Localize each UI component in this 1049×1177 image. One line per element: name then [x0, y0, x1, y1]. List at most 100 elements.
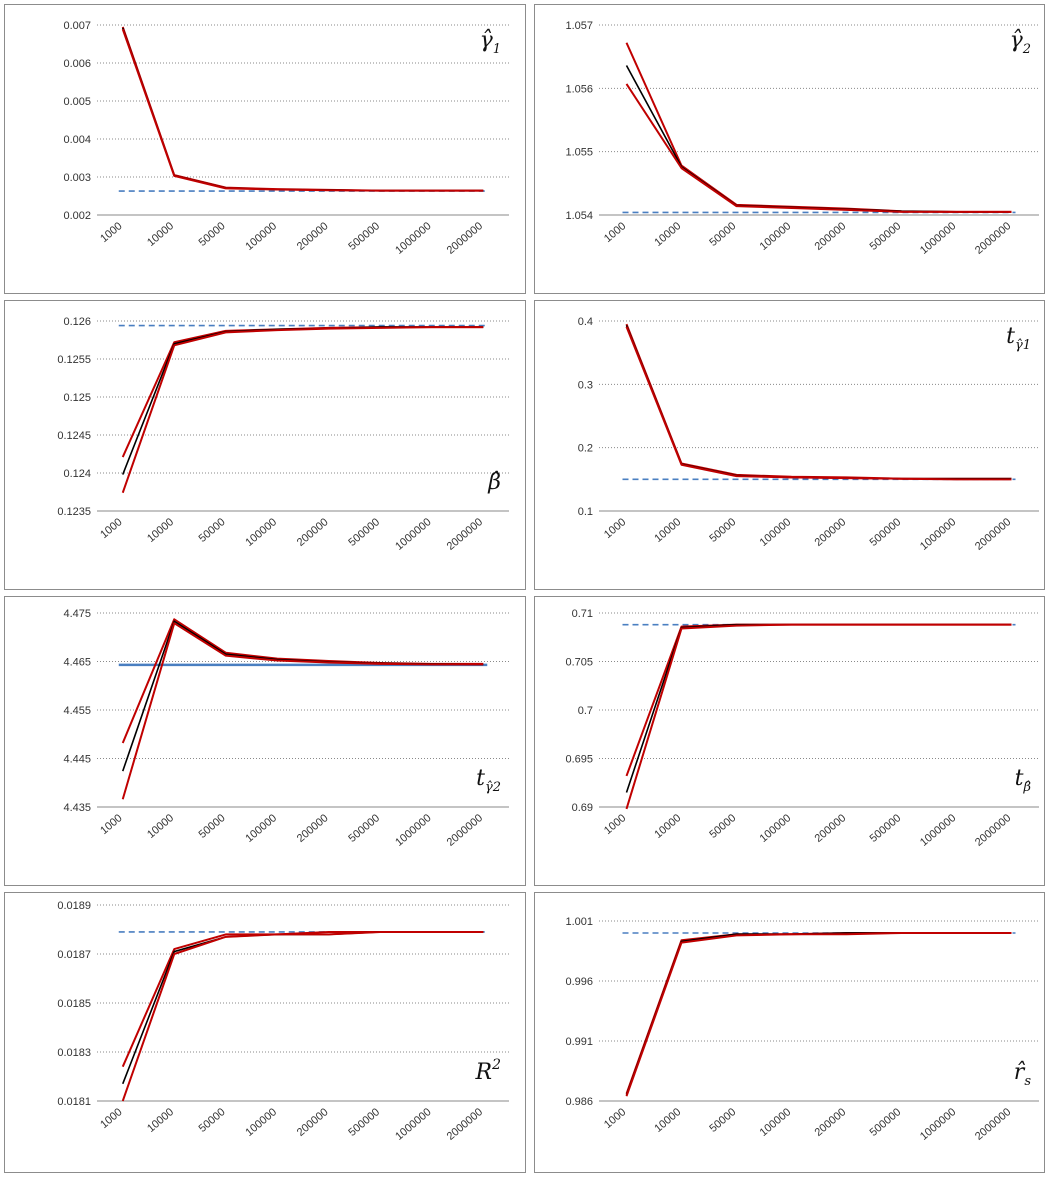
x-tick-label: 50000	[707, 812, 738, 841]
y-tick-label: 0.991	[565, 1036, 593, 1048]
y-tick-label: 0.2	[578, 443, 593, 455]
statistic-label: γ̂2	[1010, 28, 1031, 57]
chart-panel-6: 0.69 0.695 0.7 0.705 0.71 1000 10000 50000 10000…	[534, 596, 1045, 886]
x-tick-label: 500000	[868, 812, 904, 845]
series-line-2	[625, 623, 1012, 793]
series-line-2	[121, 27, 484, 192]
series-line-2	[625, 325, 1012, 480]
x-tick-label: 10000	[652, 1106, 683, 1135]
x-tick-label: 500000	[868, 516, 904, 549]
x-tick-label: 500000	[346, 812, 382, 845]
x-tick-label: 500000	[346, 1106, 382, 1139]
series-line-1	[625, 323, 1012, 480]
chart-panel-3: 0.1235 0.124 0.1245 0.125 0.1255 0.126 1000 100…	[4, 300, 526, 590]
x-tick-label: 200000	[295, 220, 331, 253]
series-line-3	[625, 326, 1012, 481]
series-line-3	[121, 28, 484, 192]
chart-svg-7: 0.0181 0.0183 0.0185 0.0187 0.0189 1000 10000 5…	[57, 900, 509, 1143]
y-tick-label: 0.003	[63, 172, 91, 184]
y-tick-label: 0.0187	[57, 949, 91, 961]
series-line-3	[121, 326, 484, 494]
series-line-2	[122, 326, 484, 475]
x-tick-label: 100000	[758, 516, 794, 549]
y-tick-label: 0.126	[63, 316, 91, 328]
x-tick-label: 1000	[602, 516, 628, 541]
x-tick-label: 100000	[243, 812, 279, 845]
series-line-3	[625, 932, 1012, 1097]
x-tick-label: 1000000	[918, 812, 959, 849]
x-tick-label: 200000	[813, 812, 849, 845]
x-tick-label: 10000	[145, 1106, 176, 1135]
x-tick-label: 100000	[758, 220, 794, 253]
x-tick-label: 1000	[98, 1106, 124, 1131]
series-line-3	[121, 930, 484, 1102]
statistic-label: γ̂1	[480, 28, 501, 57]
chart-panel-8: 0.986 0.991 0.996 1.001 1000 10000 50000 100000…	[534, 892, 1045, 1173]
x-tick-label: 500000	[868, 220, 904, 253]
y-tick-label: 0.005	[63, 96, 91, 108]
series-line-1	[121, 618, 484, 744]
y-tick-label: 0.006	[63, 58, 91, 70]
y-tick-label: 0.69	[572, 802, 593, 814]
y-tick-label: 4.455	[63, 705, 91, 717]
chart-svg-3: 0.1235 0.124 0.1245 0.125 0.1255 0.126 1000 100…	[57, 316, 509, 553]
chart-svg-4: 0.1 0.2 0.3 0.4 1000 10000 50000 100000 200000 50…	[578, 316, 1039, 553]
x-tick-label: 2000000	[973, 516, 1014, 553]
y-tick-label: 0.996	[565, 976, 593, 988]
x-tick-label: 1000	[602, 220, 628, 245]
y-tick-label: 0.124	[63, 468, 91, 480]
y-tick-label: 0.4	[578, 316, 593, 328]
x-tick-label: 100000	[758, 812, 794, 845]
x-tick-label: 10000	[652, 516, 683, 545]
series-line-2	[625, 65, 1012, 213]
statistic-label: r̂s	[1014, 1060, 1032, 1089]
y-tick-label: 4.435	[63, 802, 91, 814]
x-tick-label: 50000	[707, 220, 738, 249]
chart-panel-2: 1.054 1.055 1.056 1.057 1000 10000 50000 100000…	[534, 4, 1045, 294]
y-tick-label: 0.986	[565, 1096, 593, 1108]
x-tick-label: 10000	[145, 220, 176, 249]
y-tick-label: 0.1	[578, 506, 593, 518]
x-tick-label: 2000000	[445, 812, 486, 849]
series-line-2	[122, 931, 484, 1085]
y-tick-label: 0.002	[63, 210, 91, 222]
series-line-2	[121, 620, 484, 772]
x-tick-label: 200000	[813, 1106, 849, 1139]
y-tick-label: 0.0183	[57, 1047, 91, 1059]
x-tick-label: 50000	[707, 516, 738, 545]
x-tick-label: 1000000	[918, 516, 959, 553]
y-tick-label: 0.0181	[57, 1096, 91, 1108]
statistic-label: β̂	[487, 470, 501, 495]
y-tick-label: 0.705	[565, 657, 593, 669]
series-line-1	[121, 26, 484, 192]
y-tick-label: 0.0185	[57, 998, 91, 1010]
x-tick-label: 50000	[197, 220, 228, 249]
statistic-label: tγ̂2	[476, 766, 501, 795]
x-tick-label: 1000000	[393, 812, 434, 849]
y-tick-label: 1.056	[565, 83, 593, 95]
y-tick-label: 4.465	[63, 657, 91, 669]
chart-svg-8: 0.986 0.991 0.996 1.001 1000 10000 50000 100000…	[565, 916, 1039, 1143]
x-tick-label: 1000	[602, 1106, 628, 1131]
series-line-3	[121, 622, 484, 800]
x-tick-label: 1000000	[393, 220, 434, 257]
x-tick-label: 1000	[602, 812, 628, 837]
y-tick-label: 0.7	[578, 705, 593, 717]
x-tick-label: 10000	[652, 220, 683, 249]
y-tick-label: 0.71	[572, 608, 593, 620]
x-tick-label: 200000	[813, 220, 849, 253]
statistic-label: R2	[475, 1057, 502, 1085]
x-tick-label: 10000	[145, 812, 176, 841]
x-tick-label: 50000	[707, 1106, 738, 1135]
x-tick-label: 2000000	[445, 220, 486, 257]
statistic-label: tβ̂	[1015, 766, 1031, 795]
x-tick-label: 500000	[868, 1106, 904, 1139]
series-line-1	[121, 326, 484, 458]
y-tick-label: 4.475	[63, 608, 91, 620]
x-tick-label: 1000	[98, 516, 124, 541]
x-tick-label: 2000000	[445, 1106, 486, 1143]
chart-panel-7: 0.0181 0.0183 0.0185 0.0187 0.0189 1000 10000 5…	[4, 892, 526, 1173]
x-tick-label: 2000000	[445, 516, 486, 553]
chart-panel-5: 4.435 4.445 4.455 4.465 4.475 1000 10000 50000 1…	[4, 596, 526, 886]
chart-svg-1: 0.002 0.003 0.004 0.005 0.006 0.007 1000 10000 5…	[63, 20, 509, 257]
